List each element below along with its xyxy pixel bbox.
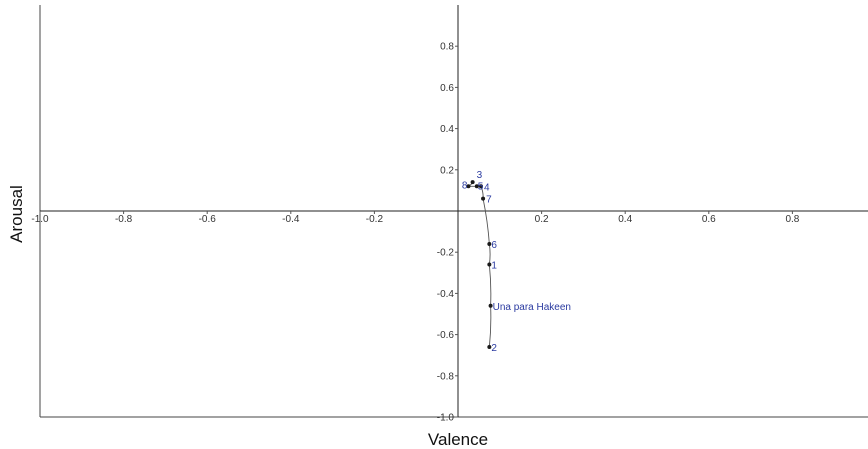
x-tick-label: -0.6 xyxy=(199,214,217,225)
point-label: 4 xyxy=(484,182,490,193)
y-tick-label: 0.8 xyxy=(440,42,454,53)
point-label: 3 xyxy=(477,170,483,181)
x-tick-label: -0.8 xyxy=(115,214,133,225)
data-point xyxy=(487,262,492,267)
y-tick-label: -0.4 xyxy=(437,289,455,300)
x-tick-label: -0.2 xyxy=(366,214,384,225)
point-labels: 38 5 4 7 6 1 Una para Hakeen 2 xyxy=(462,170,571,354)
point-label: 6 xyxy=(491,240,497,251)
x-tick-label: 0.2 xyxy=(535,214,549,225)
data-point xyxy=(487,344,492,349)
x-tick-label: 0.8 xyxy=(785,214,799,225)
y-tick-label: 0.6 xyxy=(440,83,454,94)
data-point xyxy=(466,184,471,189)
x-tick-label: 0.6 xyxy=(702,214,716,225)
data-point xyxy=(478,184,483,189)
x-tick-label: -1.0 xyxy=(31,214,49,225)
point-label: 8 xyxy=(462,180,468,191)
y-tick-label: 0.2 xyxy=(440,165,454,176)
data-point xyxy=(470,180,475,185)
y-tick-label: -0.6 xyxy=(437,330,455,341)
y-tick-label: 0.4 xyxy=(440,124,454,135)
data-point xyxy=(487,241,492,246)
point-label: 5 xyxy=(478,181,484,192)
axes xyxy=(40,5,868,417)
y-tick-label: -0.2 xyxy=(437,248,455,259)
x-tick-label: -0.4 xyxy=(282,214,300,225)
tick-labels: -1.0 -0.8 -0.6 -0.4 -0.2 0.2 0.4 0.6 0.8 0.8 0.6 0.… xyxy=(31,42,799,424)
point-label: 2 xyxy=(491,343,497,354)
data-point xyxy=(481,196,486,201)
data-points xyxy=(466,180,493,349)
x-tick-label: 0.4 xyxy=(618,214,632,225)
data-point xyxy=(474,184,479,189)
data-point xyxy=(488,303,493,308)
y-axis-title: Arousal xyxy=(7,185,26,243)
y-tick-label: -0.8 xyxy=(437,371,455,382)
point-label: Una para Hakeen xyxy=(493,302,571,313)
point-label: 1 xyxy=(491,261,497,272)
x-axis-title: Valence xyxy=(428,430,488,449)
point-label: 7 xyxy=(486,195,492,206)
y-tick-label: -1.0 xyxy=(437,413,455,424)
